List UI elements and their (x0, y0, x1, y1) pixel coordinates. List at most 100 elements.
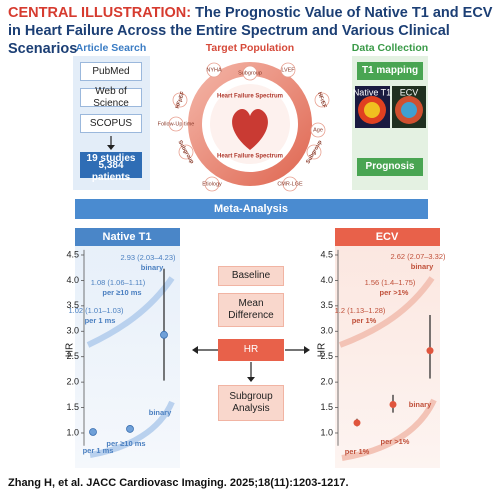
image-label: ECV (400, 87, 419, 97)
spectrum-label: Heart Failure Spectrum (217, 154, 283, 160)
category-label: per 1 ms (85, 316, 116, 325)
value-label: 2.93 (2.03–4.23) (120, 253, 176, 262)
population-label: LVEF (281, 67, 295, 73)
image-label: Native T1 (353, 87, 391, 97)
population-label: Age (313, 127, 323, 133)
y-axis-title: HR (65, 343, 76, 357)
label-icon (206, 62, 222, 78)
section-title: Target Population (206, 42, 294, 54)
trend-arrow (86, 276, 175, 348)
title: CENTRAL ILLUSTRATION: The Prognostic Val… (8, 4, 494, 58)
value-label: 1.2 (1.13–1.28) (335, 306, 386, 315)
point (89, 428, 97, 436)
y-tick-label: 4.0 (66, 275, 79, 285)
population-label: CMR-LGE (277, 181, 303, 187)
chart-title: Native T1 (103, 231, 152, 243)
y-tick-label: 1.5 (66, 402, 79, 412)
category-label: per ≥10 ms (102, 288, 141, 297)
y-tick-label: 3.0 (66, 326, 79, 336)
label-icon (168, 116, 184, 132)
y-axis-title: HR (317, 343, 328, 357)
mapping: T1 mapping (357, 62, 423, 80)
label-icon (280, 62, 296, 78)
chart-header (75, 228, 180, 246)
trend-arrow (89, 400, 175, 458)
category-label: per >1% (380, 288, 409, 297)
population-label: Etiology (202, 181, 222, 187)
result: 19 studies (80, 152, 142, 165)
database: Web of Science (80, 86, 142, 109)
category-label: binary (141, 263, 164, 272)
y-tick-label: 3.5 (66, 300, 79, 310)
title-text: The Prognostic Value of Native T1 and EC… (8, 5, 493, 57)
database: SCOPUS (80, 114, 142, 133)
y-tick-label: 3.0 (320, 326, 333, 336)
category-label: binary (409, 400, 432, 409)
value-label: 2.62 (2.07–3.32) (390, 252, 446, 261)
ecv-panel (335, 228, 440, 468)
outcome: Prognosis (357, 158, 423, 176)
y-tick-label: 1.5 (320, 402, 333, 412)
population-label: Subgroup (238, 70, 262, 76)
label-icon (242, 65, 258, 81)
result: 5,384 patients (80, 160, 142, 183)
analysis-step: HR (218, 339, 284, 361)
label-icon (306, 144, 322, 160)
analysis-step: Mean Difference (218, 293, 284, 327)
database: PubMed (80, 62, 142, 81)
label-icon (172, 92, 188, 108)
chart-title: ECV (376, 231, 399, 243)
arrow-head (192, 346, 198, 354)
heart-icon (232, 109, 268, 150)
meta-analysis-bar (75, 199, 428, 219)
y-tick-label: 1.0 (66, 427, 79, 437)
trend-arrow (341, 398, 437, 461)
y-tick-label: 1.0 (320, 427, 333, 437)
y-tick-label: 2.0 (66, 377, 79, 387)
value-label: 1.56 (1.4–1.75) (365, 278, 416, 287)
y-tick-label: 4.5 (320, 249, 333, 259)
y-tick-label: 2.5 (66, 351, 79, 361)
arrow-head (247, 377, 255, 382)
category-label: per 1% (352, 316, 377, 325)
category-label: binary (411, 262, 434, 271)
y-tick-label: 2.0 (320, 377, 333, 387)
population-label: HFpEF (175, 90, 187, 109)
arrow-head (107, 145, 115, 150)
analysis-step: Baseline (218, 266, 284, 286)
y-tick-label: 3.5 (320, 300, 333, 310)
arrow-head (304, 346, 310, 354)
title-label: CENTRAL ILLUSTRATION: (8, 5, 192, 21)
value-label: 1.02 (1.01–1.03) (68, 306, 124, 315)
point (160, 330, 168, 339)
analysis-step: Subgroup Analysis (218, 385, 284, 421)
label-icon (204, 176, 220, 192)
y-tick-label: 4.0 (320, 275, 333, 285)
label-icon (178, 144, 194, 160)
point (389, 401, 397, 409)
point (353, 419, 361, 427)
section-title: Article Search (76, 42, 147, 54)
section-title: Data Collection (352, 42, 428, 54)
spectrum-label: Heart Failure Spectrum (217, 94, 283, 100)
label-icon (314, 92, 330, 108)
point (126, 425, 134, 433)
footer: Zhang H, et al. JACC Cardiovasc Imaging.… (8, 477, 349, 489)
label-icon (282, 176, 298, 192)
trend-arrow (338, 276, 435, 348)
meta-title: Meta-Analysis (214, 203, 288, 215)
point (426, 347, 434, 355)
category-label: per ≥10 ms (106, 439, 145, 448)
y-tick-label: 2.5 (320, 351, 333, 361)
label-icon (310, 122, 326, 138)
category-label: per 1% (345, 447, 370, 456)
population-label: Follow-Up time (158, 121, 195, 127)
chart-header (335, 228, 440, 246)
category-label: per 1 ms (83, 446, 114, 455)
y-tick-label: 4.5 (66, 249, 79, 259)
value-label: 1.08 (1.06–1.11) (91, 278, 146, 287)
category-label: per >1% (381, 437, 410, 446)
population-label: NYHA (206, 67, 222, 73)
